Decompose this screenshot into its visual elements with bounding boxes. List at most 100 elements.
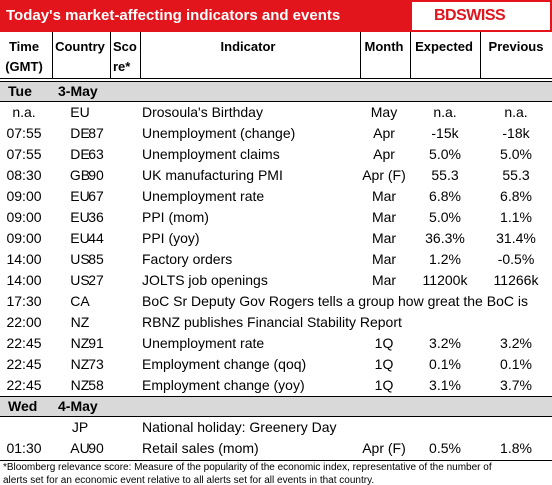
previous: 55.3 bbox=[502, 167, 530, 183]
country: DE bbox=[70, 125, 90, 141]
score: 63 bbox=[88, 146, 104, 162]
country: NZ bbox=[70, 377, 90, 393]
logo: BDSWISS bbox=[434, 7, 506, 24]
column-header: Country bbox=[55, 39, 105, 54]
indicator: National holiday: Greenery Day bbox=[142, 419, 337, 435]
expected: 6.8% bbox=[429, 188, 461, 204]
month: Apr bbox=[373, 125, 395, 141]
time: 22:45 bbox=[6, 377, 42, 393]
month: 1Q bbox=[374, 356, 394, 372]
country: NZ bbox=[70, 356, 90, 372]
month: May bbox=[370, 104, 398, 120]
previous: n.a. bbox=[504, 104, 528, 120]
column-header: re* bbox=[113, 59, 131, 74]
day-bar-border bbox=[0, 101, 552, 102]
date: 3-May bbox=[58, 83, 98, 99]
footnote: *Bloomberg relevance score: Measure of t… bbox=[3, 462, 492, 473]
score: 91 bbox=[88, 335, 104, 351]
previous: 11266k bbox=[493, 272, 539, 288]
column-header: Previous bbox=[488, 39, 544, 54]
time: 07:55 bbox=[6, 146, 42, 162]
score: 90 bbox=[88, 440, 104, 456]
month: Apr (F) bbox=[362, 167, 406, 183]
country: NZ bbox=[70, 314, 90, 330]
day-bar bbox=[0, 396, 552, 417]
day: Tue bbox=[8, 83, 32, 99]
column-divider bbox=[410, 32, 411, 78]
expected: 11200k bbox=[422, 272, 468, 288]
previous: 0.1% bbox=[500, 356, 532, 372]
score: 27 bbox=[88, 272, 104, 288]
time: 08:30 bbox=[6, 167, 42, 183]
country: EU bbox=[70, 188, 90, 204]
country: NZ bbox=[70, 335, 90, 351]
column-header: Sco bbox=[113, 39, 137, 54]
expected: 5.0% bbox=[429, 146, 461, 162]
month: 1Q bbox=[374, 377, 394, 393]
score: 36 bbox=[88, 209, 104, 225]
expected: 3.1% bbox=[429, 377, 461, 393]
indicator: PPI (yoy) bbox=[142, 230, 200, 246]
column-header: Expected bbox=[415, 39, 473, 54]
month: Mar bbox=[371, 272, 397, 288]
month: Apr (F) bbox=[362, 440, 406, 456]
score: 44 bbox=[88, 230, 104, 246]
previous: 3.7% bbox=[500, 377, 532, 393]
expected: 0.1% bbox=[429, 356, 461, 372]
indicator: Factory orders bbox=[142, 251, 233, 267]
column-header: (GMT) bbox=[5, 59, 43, 74]
country: GB bbox=[69, 167, 91, 183]
day-bar-border bbox=[0, 396, 552, 397]
expected: n.a. bbox=[433, 104, 457, 120]
day: Wed bbox=[8, 398, 38, 414]
expected: 36.3% bbox=[425, 230, 465, 246]
indicator: JOLTS job openings bbox=[142, 272, 268, 288]
previous: 3.2% bbox=[500, 335, 532, 351]
indicator: RBNZ publishes Financial Stability Repor… bbox=[142, 314, 402, 330]
indicator: UK manufacturing PMI bbox=[142, 167, 283, 183]
country: AU bbox=[70, 440, 90, 456]
month: Mar bbox=[371, 188, 397, 204]
previous: 31.4% bbox=[496, 230, 536, 246]
score: 87 bbox=[88, 125, 104, 141]
score: 90 bbox=[88, 167, 104, 183]
month: Mar bbox=[371, 251, 397, 267]
score: 58 bbox=[88, 377, 104, 393]
expected: 55.3 bbox=[431, 167, 459, 183]
indicator: Employment change (qoq) bbox=[142, 356, 307, 372]
month: Apr bbox=[373, 146, 395, 162]
country: CA bbox=[70, 293, 90, 309]
footer-border bbox=[0, 460, 552, 461]
expected: -15k bbox=[431, 125, 459, 141]
day-bar-border bbox=[0, 81, 552, 82]
score: 85 bbox=[88, 251, 104, 267]
month: Mar bbox=[371, 209, 397, 225]
time: n.a. bbox=[12, 104, 36, 120]
column-divider bbox=[110, 32, 111, 78]
expected: 3.2% bbox=[429, 335, 461, 351]
previous: 1.1% bbox=[500, 209, 532, 225]
score: 67 bbox=[88, 188, 104, 204]
indicator: Unemployment claims bbox=[142, 146, 280, 162]
time: 22:45 bbox=[6, 335, 42, 351]
indicator: Retail sales (mom) bbox=[142, 440, 259, 456]
previous: -0.5% bbox=[497, 251, 535, 267]
column-divider bbox=[360, 32, 361, 78]
country: US bbox=[70, 272, 90, 288]
expected: 5.0% bbox=[429, 209, 461, 225]
footnote: alerts set for an economic event relativ… bbox=[3, 475, 375, 485]
score: 73 bbox=[88, 356, 104, 372]
logo-box bbox=[412, 2, 550, 30]
column-header: Indicator bbox=[220, 39, 276, 54]
indicator: PPI (mom) bbox=[142, 209, 209, 225]
time: 09:00 bbox=[6, 230, 42, 246]
time: 14:00 bbox=[6, 251, 42, 267]
column-header: Time bbox=[8, 39, 40, 54]
header-border bbox=[0, 78, 552, 79]
indicator: BoC Sr Deputy Gov Rogers tells a group h… bbox=[142, 293, 528, 309]
column-divider bbox=[140, 32, 141, 78]
previous: 6.8% bbox=[500, 188, 532, 204]
country: US bbox=[70, 251, 90, 267]
time: 22:45 bbox=[6, 356, 42, 372]
